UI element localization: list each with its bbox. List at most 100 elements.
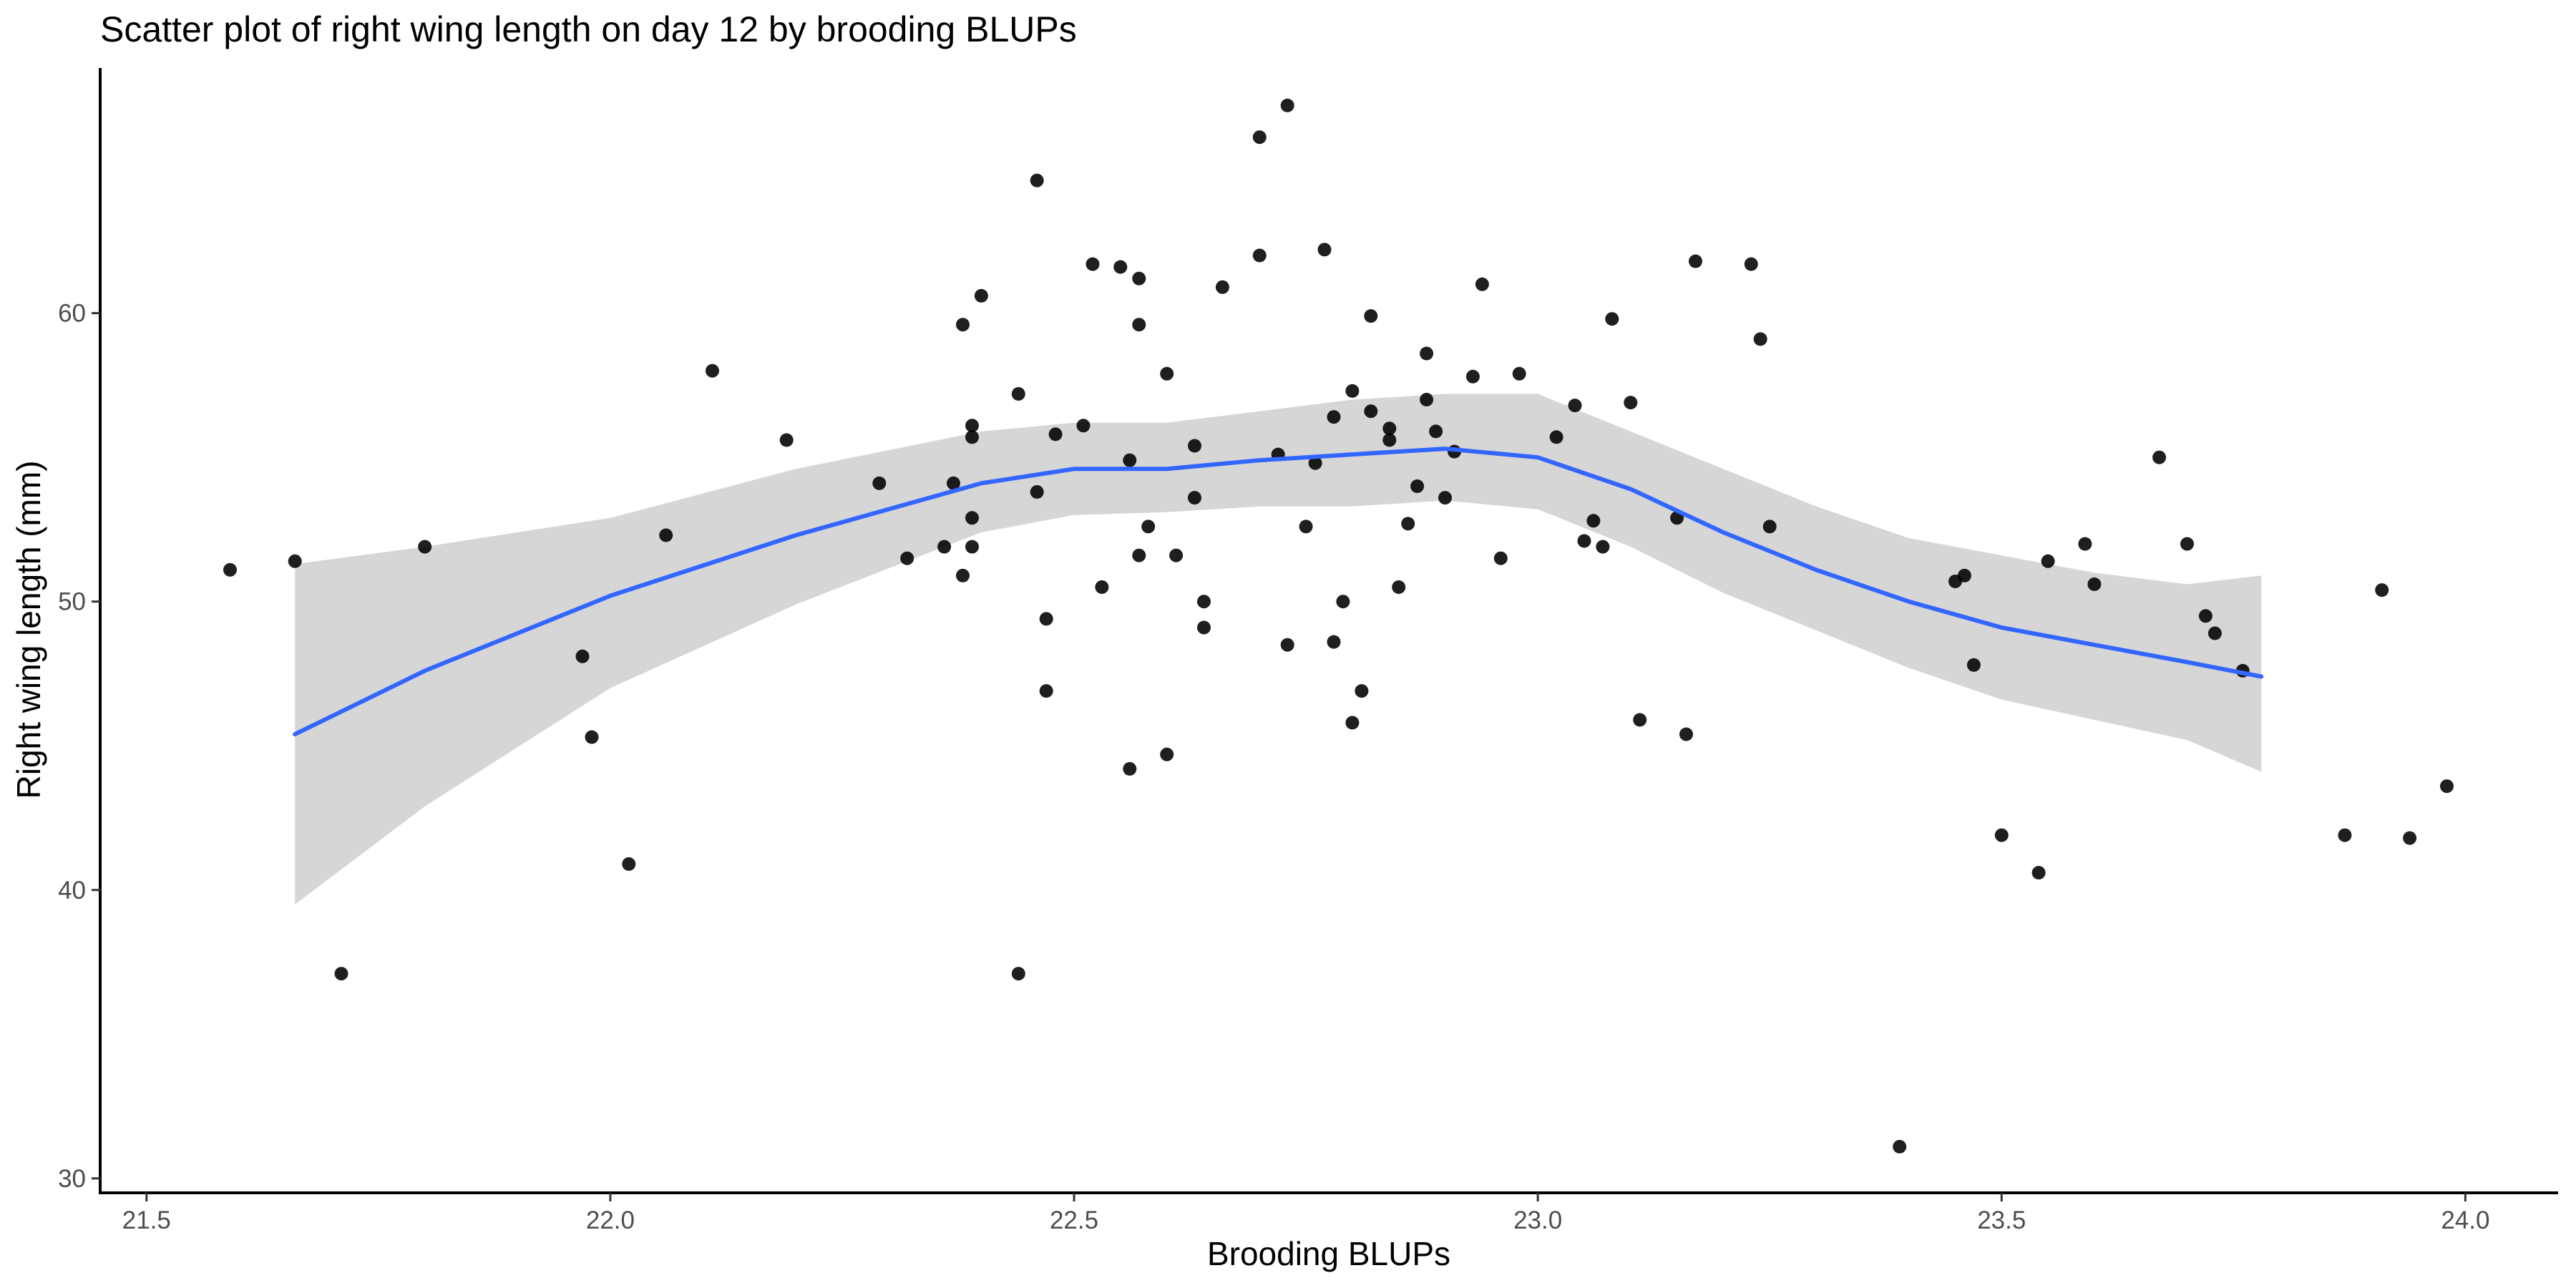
y-axis-label: Right wing length (mm) bbox=[10, 461, 47, 799]
x-tick-label-1: 22.0 bbox=[586, 1206, 635, 1234]
data-point-15 bbox=[956, 568, 970, 582]
data-point-51 bbox=[1299, 519, 1313, 534]
data-point-21 bbox=[1011, 387, 1025, 401]
data-point-34 bbox=[1132, 271, 1146, 286]
data-point-17 bbox=[965, 430, 979, 444]
data-point-35 bbox=[1132, 318, 1146, 332]
data-point-100 bbox=[2180, 537, 2194, 551]
data-point-31 bbox=[1113, 260, 1128, 274]
data-point-67 bbox=[1420, 346, 1434, 361]
data-point-92 bbox=[1957, 568, 1971, 582]
data-point-89 bbox=[1762, 519, 1777, 534]
data-point-59 bbox=[1355, 684, 1369, 698]
data-point-82 bbox=[1624, 396, 1638, 410]
data-point-101 bbox=[2198, 609, 2212, 623]
x-tick-label-3: 23.0 bbox=[1513, 1206, 1562, 1234]
data-point-52 bbox=[1308, 456, 1322, 470]
x-axis-label: Brooding BLUPs bbox=[1207, 1235, 1450, 1272]
data-point-99 bbox=[2152, 450, 2167, 464]
data-point-10 bbox=[872, 476, 887, 490]
data-point-80 bbox=[1596, 540, 1610, 554]
data-point-20 bbox=[974, 288, 988, 303]
data-point-53 bbox=[1317, 243, 1332, 257]
y-tick-label-0: 30 bbox=[58, 1165, 86, 1193]
data-point-68 bbox=[1420, 393, 1434, 406]
data-point-18 bbox=[965, 511, 979, 525]
data-point-81 bbox=[1605, 312, 1619, 326]
data-point-107 bbox=[2440, 779, 2454, 794]
data-point-87 bbox=[1744, 257, 1758, 271]
data-point-104 bbox=[2338, 828, 2352, 842]
confidence-band-layer bbox=[295, 394, 2262, 904]
data-point-88 bbox=[1753, 332, 1767, 346]
data-point-76 bbox=[1549, 430, 1563, 444]
data-point-4 bbox=[575, 649, 590, 663]
data-point-23 bbox=[1030, 173, 1044, 187]
data-point-9 bbox=[779, 433, 794, 447]
data-point-85 bbox=[1679, 727, 1693, 741]
y-tick-label-3: 60 bbox=[58, 300, 86, 328]
data-point-29 bbox=[1085, 257, 1100, 271]
data-point-42 bbox=[1188, 491, 1201, 505]
data-point-40 bbox=[1169, 548, 1184, 562]
data-point-47 bbox=[1252, 248, 1267, 263]
data-point-41 bbox=[1188, 439, 1201, 453]
data-point-86 bbox=[1689, 254, 1702, 268]
data-point-5 bbox=[585, 730, 599, 744]
chart-title: Scatter plot of right wing length on day… bbox=[100, 9, 1077, 49]
data-point-77 bbox=[1568, 399, 1582, 413]
data-point-61 bbox=[1364, 404, 1378, 419]
ticks-layer: 21.5 22.0 22.5 23.0 23.5 24.0 30 40 50 60 bbox=[58, 300, 2489, 1234]
data-point-3 bbox=[418, 540, 432, 554]
axes-layer bbox=[99, 68, 2558, 1194]
data-point-75 bbox=[1512, 366, 1526, 381]
data-point-1 bbox=[288, 554, 302, 568]
data-point-36 bbox=[1132, 548, 1146, 562]
data-point-46 bbox=[1252, 130, 1267, 145]
data-point-102 bbox=[2207, 626, 2222, 640]
confidence-band bbox=[295, 394, 2262, 904]
data-point-70 bbox=[1438, 491, 1452, 505]
data-point-65 bbox=[1401, 517, 1415, 531]
data-point-6 bbox=[622, 857, 636, 871]
data-point-64 bbox=[1392, 580, 1406, 594]
data-point-7 bbox=[659, 528, 673, 542]
data-point-90 bbox=[1893, 1140, 1907, 1153]
data-point-28 bbox=[1076, 419, 1091, 433]
data-point-11 bbox=[900, 551, 914, 565]
data-point-60 bbox=[1364, 309, 1378, 323]
data-point-95 bbox=[2031, 866, 2046, 880]
data-point-96 bbox=[2041, 554, 2055, 568]
data-point-24 bbox=[1030, 485, 1044, 499]
data-point-44 bbox=[1197, 620, 1211, 635]
x-tick-label-0: 21.5 bbox=[122, 1206, 171, 1234]
x-tick-label-4: 23.5 bbox=[1977, 1206, 2026, 1234]
smooth-line-layer bbox=[293, 447, 2264, 737]
data-point-2 bbox=[334, 967, 348, 981]
data-point-69 bbox=[1429, 424, 1443, 439]
data-point-79 bbox=[1586, 514, 1601, 528]
data-point-54 bbox=[1327, 410, 1341, 424]
data-point-78 bbox=[1577, 534, 1591, 548]
data-point-14 bbox=[956, 318, 970, 332]
data-point-73 bbox=[1475, 277, 1489, 291]
data-point-106 bbox=[2403, 831, 2417, 845]
data-point-93 bbox=[1966, 658, 1981, 672]
data-point-58 bbox=[1345, 716, 1360, 730]
smooth-line bbox=[293, 447, 2264, 737]
data-point-57 bbox=[1345, 384, 1360, 398]
data-point-50 bbox=[1280, 638, 1294, 652]
data-point-26 bbox=[1039, 684, 1053, 698]
data-point-8 bbox=[706, 364, 719, 378]
x-tick-label-2: 22.5 bbox=[1050, 1206, 1098, 1234]
data-point-94 bbox=[1994, 828, 2009, 842]
data-point-27 bbox=[1048, 427, 1063, 441]
data-point-97 bbox=[2078, 537, 2092, 551]
data-point-83 bbox=[1633, 713, 1647, 727]
data-point-66 bbox=[1410, 479, 1425, 493]
data-point-0 bbox=[223, 562, 237, 577]
data-point-30 bbox=[1095, 580, 1109, 594]
data-point-62 bbox=[1382, 421, 1397, 436]
data-point-22 bbox=[1011, 967, 1025, 981]
